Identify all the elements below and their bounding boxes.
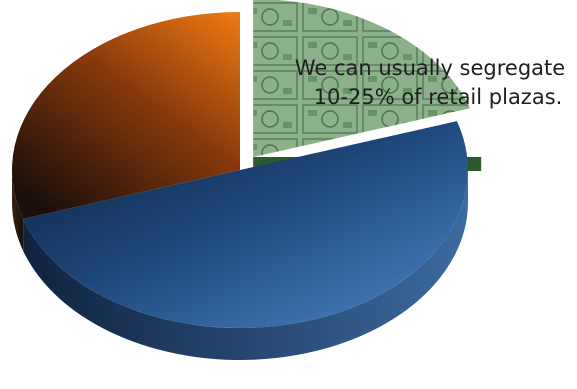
annotation-line-1: We can usually segregate (295, 56, 565, 80)
pie-slice-blue (23, 121, 468, 328)
annotation-line-2: 10-25% of retail plazas. (314, 85, 563, 109)
pie-slice-blue-side (23, 170, 468, 361)
pie-slices (11, 0, 482, 361)
pie-slice-orange (11, 12, 240, 219)
pie-slice-orange-side (12, 170, 24, 251)
pie-slice-green (253, 0, 471, 158)
